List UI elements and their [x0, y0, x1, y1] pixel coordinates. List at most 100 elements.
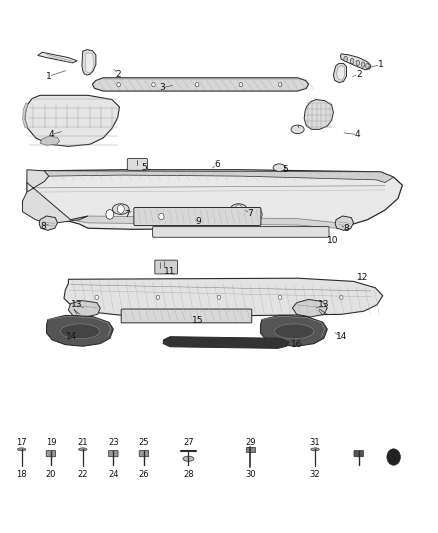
Circle shape [159, 213, 164, 220]
Text: 11: 11 [164, 268, 176, 276]
Polygon shape [71, 216, 350, 229]
FancyBboxPatch shape [139, 450, 148, 457]
Text: 19: 19 [46, 439, 56, 448]
Ellipse shape [291, 125, 304, 134]
Circle shape [180, 209, 188, 219]
Text: 5: 5 [141, 163, 147, 172]
FancyBboxPatch shape [152, 227, 329, 237]
Ellipse shape [183, 456, 194, 461]
Text: 18: 18 [16, 471, 27, 479]
Text: 24: 24 [108, 471, 119, 479]
Polygon shape [64, 278, 383, 317]
Text: 8: 8 [344, 224, 350, 233]
Text: 21: 21 [78, 439, 88, 448]
Ellipse shape [344, 56, 347, 62]
Polygon shape [292, 300, 327, 317]
Polygon shape [85, 53, 93, 73]
FancyBboxPatch shape [121, 309, 252, 323]
Text: 27: 27 [183, 439, 194, 448]
Polygon shape [340, 54, 371, 70]
FancyBboxPatch shape [354, 450, 364, 457]
Text: 20: 20 [46, 471, 56, 479]
Text: 30: 30 [245, 471, 256, 479]
Ellipse shape [311, 448, 319, 451]
Text: 4: 4 [48, 130, 54, 139]
Text: 2: 2 [116, 70, 121, 78]
Text: 1: 1 [378, 60, 383, 69]
Polygon shape [336, 66, 345, 80]
Circle shape [106, 209, 114, 219]
Bar [246, 447, 255, 452]
Circle shape [117, 83, 120, 87]
Text: 29: 29 [245, 439, 256, 448]
Text: 6: 6 [214, 160, 220, 169]
Polygon shape [40, 136, 60, 146]
Circle shape [239, 83, 243, 87]
Circle shape [117, 205, 124, 213]
Ellipse shape [275, 324, 314, 339]
Ellipse shape [356, 60, 360, 66]
Text: 14: 14 [66, 332, 77, 341]
FancyBboxPatch shape [155, 260, 177, 274]
Polygon shape [38, 52, 77, 63]
Text: 12: 12 [357, 273, 368, 281]
Ellipse shape [361, 62, 365, 67]
Polygon shape [27, 171, 394, 182]
Polygon shape [333, 63, 346, 83]
FancyBboxPatch shape [109, 450, 118, 457]
Ellipse shape [113, 204, 129, 214]
Ellipse shape [18, 448, 26, 451]
Text: 32: 32 [310, 471, 320, 479]
Polygon shape [82, 50, 96, 75]
Circle shape [279, 295, 282, 300]
Text: 13: 13 [318, 300, 329, 309]
Text: 2: 2 [356, 70, 361, 78]
Text: 3: 3 [159, 83, 165, 92]
Circle shape [254, 209, 262, 219]
Ellipse shape [350, 59, 354, 64]
Polygon shape [25, 95, 120, 147]
Polygon shape [46, 316, 113, 346]
Circle shape [339, 295, 343, 300]
Ellipse shape [366, 63, 369, 69]
Text: 4: 4 [355, 130, 360, 139]
Circle shape [95, 295, 99, 300]
Polygon shape [335, 216, 353, 230]
Text: 31: 31 [310, 439, 320, 448]
Circle shape [217, 295, 221, 300]
Text: 25: 25 [139, 439, 149, 448]
Ellipse shape [60, 324, 100, 339]
Polygon shape [92, 78, 308, 91]
Polygon shape [27, 169, 403, 229]
Circle shape [152, 83, 155, 87]
Ellipse shape [78, 448, 87, 451]
Text: 7: 7 [247, 209, 253, 218]
Text: 5: 5 [283, 165, 288, 174]
Text: 17: 17 [16, 439, 27, 448]
Text: 28: 28 [183, 471, 194, 479]
Text: 9: 9 [195, 217, 201, 227]
Text: 1: 1 [46, 71, 52, 80]
Text: 16: 16 [291, 340, 303, 349]
Text: 26: 26 [138, 471, 149, 479]
Polygon shape [304, 100, 333, 130]
Polygon shape [163, 337, 289, 349]
FancyBboxPatch shape [46, 450, 56, 457]
FancyBboxPatch shape [134, 207, 261, 225]
Polygon shape [39, 216, 57, 230]
Polygon shape [68, 301, 100, 317]
Text: 13: 13 [71, 300, 83, 309]
Text: 15: 15 [192, 316, 204, 325]
Ellipse shape [273, 164, 286, 171]
Text: 14: 14 [336, 332, 347, 341]
Circle shape [279, 83, 282, 87]
Circle shape [156, 295, 159, 300]
Circle shape [235, 205, 242, 213]
Ellipse shape [230, 204, 247, 214]
FancyBboxPatch shape [127, 159, 148, 170]
Text: 7: 7 [124, 210, 130, 219]
Polygon shape [22, 169, 88, 224]
Polygon shape [22, 103, 28, 128]
Circle shape [387, 449, 400, 465]
Polygon shape [261, 316, 327, 346]
